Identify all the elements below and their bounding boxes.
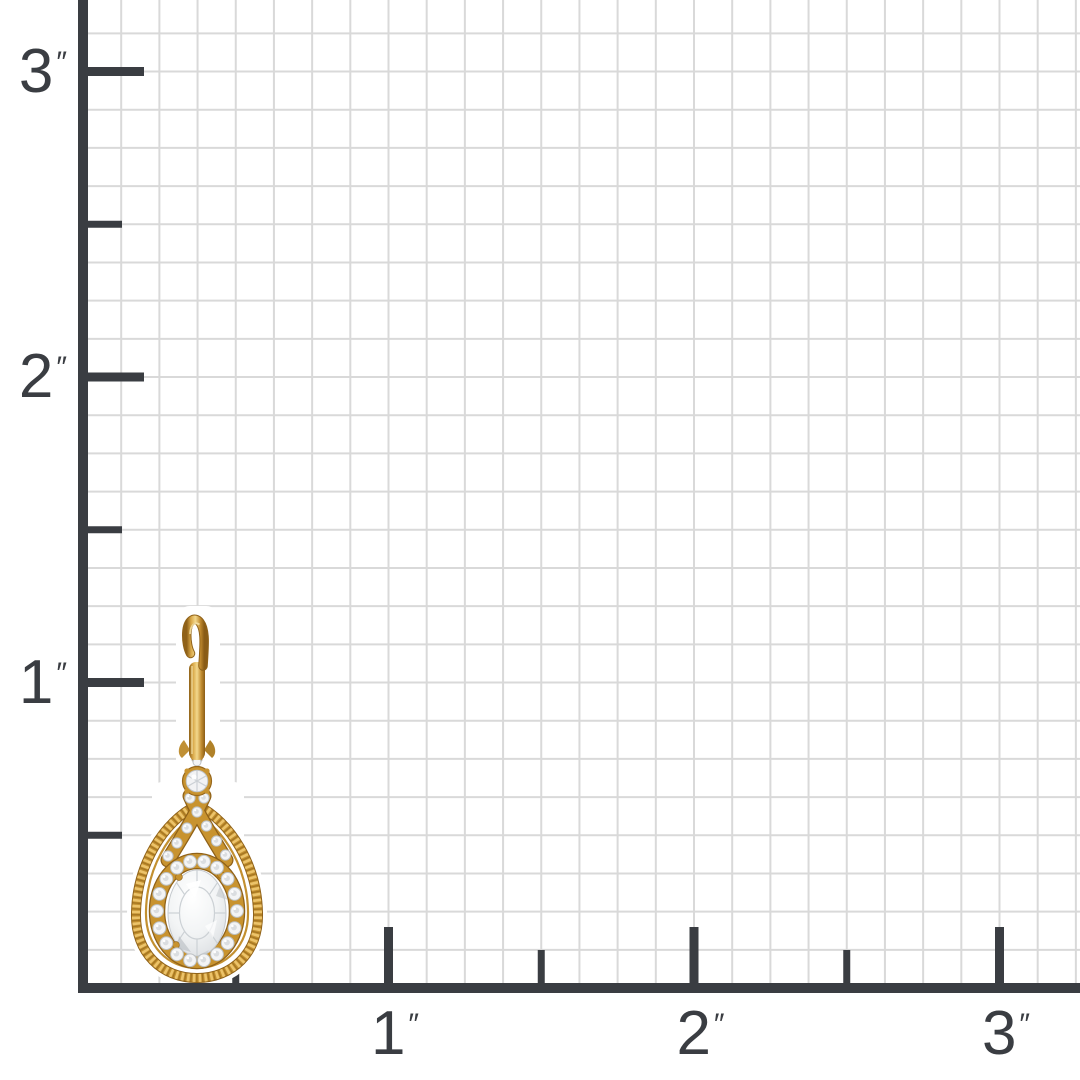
x-axis-bar bbox=[78, 983, 1080, 993]
inch-prime-mark: ″ bbox=[56, 351, 67, 384]
grid-lines bbox=[83, 0, 1080, 983]
inch-prime-mark: ″ bbox=[408, 1008, 419, 1041]
y-label-number: 3 bbox=[18, 36, 54, 106]
inch-prime-mark: ″ bbox=[1019, 1008, 1030, 1041]
x-label-number: 2 bbox=[676, 999, 711, 1068]
y-axis-label-3in: 3 ″ bbox=[0, 36, 67, 106]
y-axis-label-1in: 1 ″ bbox=[0, 647, 67, 717]
inch-prime-mark: ″ bbox=[713, 1008, 725, 1041]
outer-rope-teardrop bbox=[130, 799, 264, 984]
x-axis-label-2in: 2 ″ bbox=[630, 1000, 770, 1068]
hinge-wings bbox=[178, 740, 216, 758]
round-accent-diamond bbox=[181, 765, 213, 797]
y-label-number: 2 bbox=[18, 342, 54, 411]
pave-bar bbox=[189, 662, 205, 760]
x-label-number: 1 bbox=[370, 999, 406, 1068]
y-axis-bar bbox=[78, 0, 88, 993]
ruler-axes bbox=[78, 0, 1080, 993]
inch-prime-mark: ″ bbox=[56, 656, 67, 690]
inch-prime-mark: ″ bbox=[56, 45, 67, 79]
center-oval-gemstone bbox=[167, 869, 228, 960]
lever-back-hook bbox=[181, 614, 209, 671]
y-axis-label-2in: 2 ″ bbox=[0, 342, 67, 411]
x-label-number: 3 bbox=[981, 999, 1017, 1068]
earring-product-image bbox=[126, 606, 268, 987]
x-axis-label-1in: 1 ″ bbox=[325, 1000, 465, 1068]
y-label-number: 1 bbox=[18, 647, 54, 717]
x-axis-label-3in: 3 ″ bbox=[936, 1000, 1076, 1068]
